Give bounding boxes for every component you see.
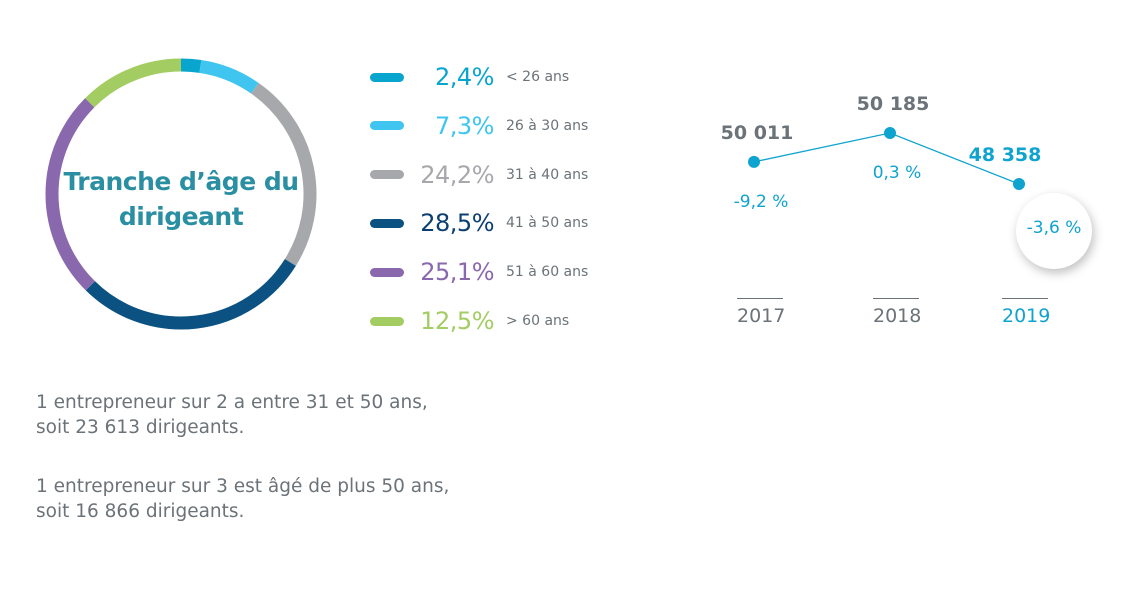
note-line: 1 entrepreneur sur 3 est âgé de plus 50 … [36,476,450,497]
legend-percent: 24,2% [420,160,494,189]
note-line: 1 entrepreneur sur 2 a entre 31 et 50 an… [36,392,428,413]
change-label: -3,6 % [1026,218,1082,238]
legend-percent: 12,5% [420,307,494,335]
legend-swatch [370,170,404,180]
legend-item: 25,1% 51 à 60 ans [370,257,588,287]
year-label: 2019 [1002,298,1050,327]
value-label: 48 358 [968,144,1042,166]
change-label: -9,2 % [733,191,789,212]
legend-label: 41 à 50 ans [506,215,589,232]
legend-swatch [370,72,404,82]
legend-percent: 7,3% [435,111,494,140]
value-label: 50 185 [856,93,930,115]
donut-slice [85,258,296,330]
legend-label: 26 à 30 ans [506,117,589,134]
data-point [884,127,896,139]
note-1: 1 entrepreneur sur 2 a entre 31 et 50 an… [36,390,428,440]
change-label: 0,3 % [872,163,922,183]
legend-label: > 60 ans [506,313,570,329]
legend-item: 28,5% 41 à 50 ans [370,208,588,238]
value-label: 50 011 [720,121,794,144]
legend-item: 12,5% > 60 ans [370,306,569,336]
note-line: soit 16 866 dirigeants. [36,501,245,522]
legend-item: 2,4% < 26 ans [370,62,569,92]
donut-slice [85,58,182,108]
highlight-bubble [1016,193,1092,269]
year-label: 2018 [873,298,921,327]
donut-slice [251,82,317,266]
legend-label: < 26 ans [506,69,570,85]
donut-title: Tranche d’âge du dirigeant [63,167,299,231]
note-line: soit 23 613 dirigeants. [36,417,245,438]
legend-label: 51 à 60 ans [506,264,589,281]
data-point [748,155,760,168]
legend-swatch [370,267,404,277]
year-label: 2017 [737,298,785,327]
legend-item: 24,2% 31 à 40 ans [370,160,588,190]
legend-label: 31 à 40 ans [506,166,589,183]
data-point [1013,178,1025,190]
legend-percent: 25,1% [420,258,494,287]
legend-swatch [370,121,404,131]
donut-slice [45,98,95,291]
legend-swatch [370,316,404,326]
donut-slice [180,58,202,73]
legend-percent: 28,5% [420,209,494,238]
donut-slice [199,60,259,94]
legend-item: 7,3% 26 à 30 ans [370,111,588,141]
note-2: 1 entrepreneur sur 3 est âgé de plus 50 … [36,474,449,524]
legend-swatch [370,218,404,228]
legend-percent: 2,4% [435,63,494,91]
